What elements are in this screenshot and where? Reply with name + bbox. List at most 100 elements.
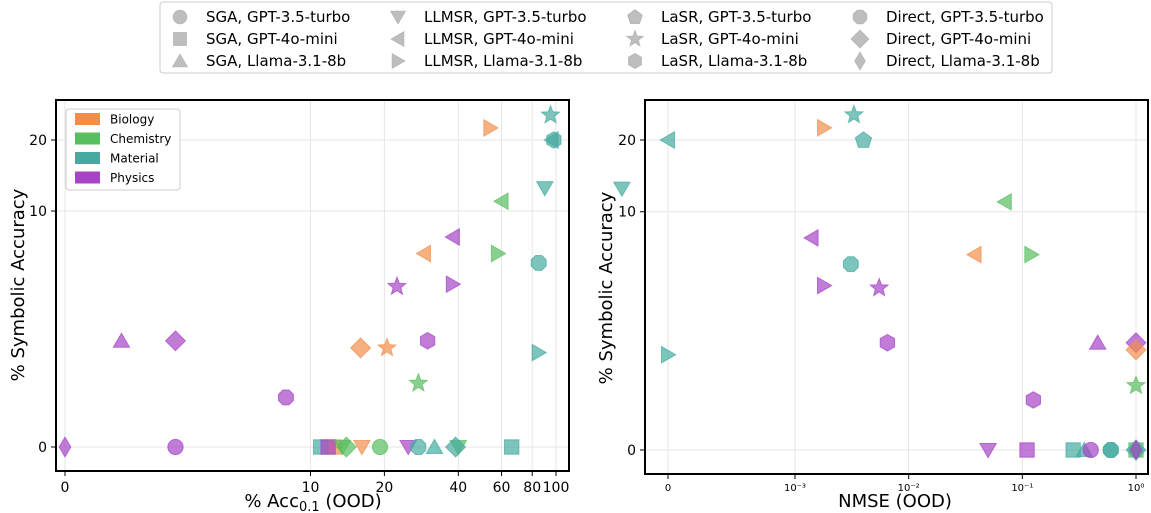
left-point-physics-hexagon [420, 331, 436, 350]
left-point-physics-triangle-right [445, 275, 462, 294]
left-point-material-triangle-up [425, 438, 444, 454]
right-point-material-triangle-down [612, 181, 631, 198]
right-point-biology-triangle-left [965, 245, 982, 264]
left-point-physics-octagon [278, 389, 294, 406]
left-point-material-octagon [410, 439, 427, 455]
left-x-tick-label: 60 [493, 480, 511, 496]
right-x-tick-label: 0 [665, 483, 671, 494]
left-ticks: 0 10 20 40 60 80 100 0 10 20 [29, 133, 569, 496]
left-x-tick-label: 20 [375, 480, 393, 496]
left-point-material-triangle-right [531, 343, 548, 362]
right-y-tick-label: 0 [627, 443, 636, 459]
domain-swatch-chemistry [75, 132, 100, 145]
left-point-material-triangle-down [535, 181, 554, 197]
left-point-physics-thin-diamond [58, 436, 72, 458]
domain-legend-frame [65, 108, 181, 191]
right-y-tick-label: 10 [618, 205, 636, 221]
legend-label-llmsr-gpt-4o-mini: LLMSR, GPT-4o-mini [424, 30, 574, 48]
legend-marker-pentagon-icon [627, 9, 643, 24]
legend-label-sga-gpt-3-5-turbo: SGA, GPT-3.5-turbo [206, 8, 350, 26]
domain-label-material: Material [110, 152, 159, 166]
domain-swatch-biology [75, 113, 100, 125]
right-point-physics-square [1019, 442, 1035, 458]
legend-marker-triangle-up-icon [171, 53, 189, 68]
left-x-axis-label: % Acc0.1 (OOD) [244, 491, 381, 513]
left-point-chemistry-diamond [335, 436, 357, 458]
left-point-chemistry-triangle-right [490, 244, 507, 263]
domain-label-biology: Biology [110, 113, 154, 127]
legend-marker-octagon-icon [852, 9, 868, 25]
left-x-tick-label: 10 [302, 480, 320, 496]
right-point-chemistry-star [1125, 374, 1147, 395]
right-point-material-triangle-left [659, 130, 675, 150]
left-point-material-diamond [444, 436, 467, 458]
right-point-biology-diamond [1125, 339, 1147, 361]
left-y-axis-label: % Symbolic Accuracy [8, 188, 29, 381]
right-x-tick-label: 10⁰ [1128, 483, 1145, 494]
right-point-material-triangle-right [661, 345, 677, 364]
right-point-physics-star [868, 277, 890, 297]
left-y-tick-label: 0 [38, 440, 47, 456]
left-point-material-hexagon [546, 131, 562, 149]
left-point-physics-circle [167, 438, 184, 456]
legend-label-sga-llama-3-1-8b: SGA, Llama-3.1-8b [206, 52, 346, 70]
left-point-physics-triangle-up [112, 332, 131, 348]
legend-marker-triangle-right-icon [391, 52, 406, 70]
right-point-physics-triangle-right [817, 276, 833, 295]
legend-marker-diamond-icon [850, 29, 870, 49]
left-y-tick-label: 20 [29, 133, 47, 149]
left-point-chemistry-star [408, 372, 429, 393]
legend-label-llmsr-gpt-3-5-turbo: LLMSR, GPT-3.5-turbo [424, 8, 587, 26]
legend-marker-circle-icon [172, 9, 188, 25]
legend-marker-star-icon [625, 29, 645, 47]
left-grid [56, 100, 569, 471]
left-point-chemistry-circle [371, 438, 389, 456]
left-point-physics-square [320, 439, 336, 455]
domain-legend: Biology Chemistry Material Physics [65, 108, 181, 191]
right-point-material-octagon [842, 256, 859, 273]
right-point-physics-triangle-left [803, 228, 819, 247]
legend-label-lasr-llama-3-1-8b: LaSR, Llama-3.1-8b [661, 52, 807, 70]
left-point-physics-diamond [164, 330, 187, 352]
right-point-material-circle [1102, 441, 1119, 459]
right-point-chemistry-triangle-right [1024, 245, 1040, 264]
left-point-material-square [503, 439, 520, 455]
left-point-biology-triangle-down [352, 440, 371, 456]
left-points [58, 104, 562, 458]
left-point-biology-diamond [350, 337, 372, 359]
legend-label-lasr-gpt-4o-mini: LaSR, GPT-4o-mini [661, 30, 799, 48]
right-point-physics-hexagon [879, 333, 896, 352]
legend-marker-thin-diamond-icon [854, 51, 866, 71]
left-point-biology-triangle-left [415, 244, 431, 263]
left-point-biology-star [376, 336, 398, 357]
right-points [612, 103, 1147, 461]
right-point-physics-triangle-down [979, 443, 998, 459]
left-x-tick-label: 40 [449, 480, 467, 496]
left-x-tick-label: 0 [61, 480, 70, 496]
left-x-tick-label: 80 [523, 480, 541, 496]
right-point-physics-hexagon [1025, 391, 1041, 409]
top-legend-frame [159, 1, 1053, 74]
right-x-tick-label: 10⁻³ [784, 483, 806, 494]
right-plot-frame [644, 99, 1149, 475]
legend-label-direct-gpt-3-5-turbo: Direct, GPT-3.5-turbo [886, 8, 1044, 26]
right-point-physics-circle [1082, 441, 1099, 459]
chart-right: 0 10⁻³ 10⁻² 10⁻¹ 10⁰ 0 10 20 NMSE (OOD) % Symbo… [596, 99, 1149, 512]
left-point-physics-triangle-left [444, 227, 460, 247]
chart-left: 0 10 20 40 60 80 100 0 10 20 % Acc0.1 (OOD) % Sym… [8, 99, 570, 513]
left-point-physics-star [386, 275, 408, 296]
top-legend: SGA, GPT-3.5-turbo SGA, GPT-4o-mini SGA, L… [159, 1, 1053, 74]
left-plot-frame [55, 99, 570, 472]
domain-swatch-material [75, 152, 100, 164]
right-grid [645, 100, 1148, 474]
legend-label-direct-llama-3-1-8b: Direct, Llama-3.1-8b [886, 52, 1040, 70]
right-x-tick-label: 10⁻¹ [1011, 483, 1033, 494]
legend-marker-triangle-left-icon [390, 30, 405, 48]
legend-label-direct-gpt-4o-mini: Direct, GPT-4o-mini [886, 30, 1031, 48]
legend-label-lasr-gpt-3-5-turbo: LaSR, GPT-3.5-turbo [661, 8, 811, 26]
right-point-material-star [843, 103, 865, 124]
left-point-biology-triangle-right [483, 118, 499, 137]
right-x-tick-label: 10⁻² [898, 483, 920, 494]
left-x-tick-label: 100 [543, 480, 570, 496]
